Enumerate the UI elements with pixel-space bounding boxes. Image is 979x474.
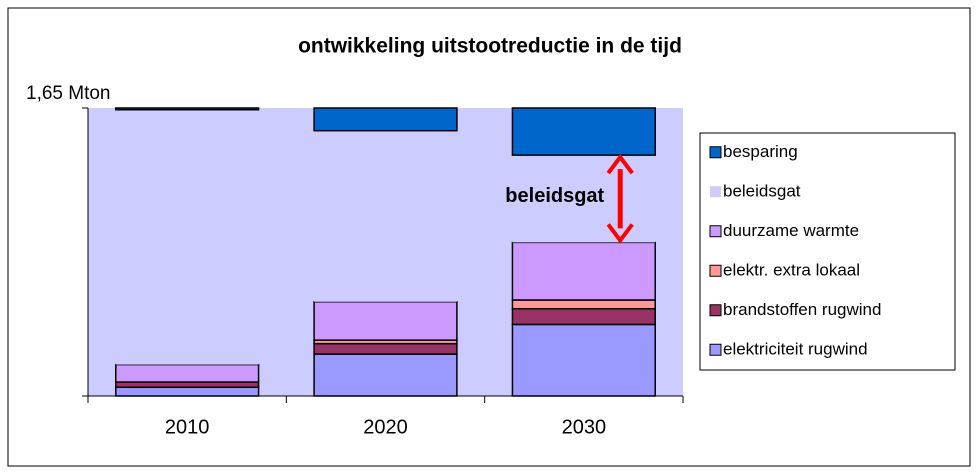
legend-label: brandstoffen rugwind	[723, 300, 881, 319]
legend-label: elektriciteit rugwind	[723, 340, 868, 359]
bar-segment	[511, 107, 656, 156]
arrow-head	[606, 223, 634, 244]
arrow-head	[606, 153, 634, 175]
annotation-label: beleidsgat	[505, 185, 604, 207]
bar-segment	[313, 300, 458, 341]
x-tick-label: 2020	[363, 416, 408, 438]
legend-swatch	[709, 225, 722, 238]
legend-box	[699, 132, 956, 371]
legend-swatch	[709, 264, 722, 277]
bar-segment	[511, 307, 656, 326]
legend-swatch	[709, 146, 722, 159]
bar-segment	[313, 107, 458, 132]
bar-segment	[313, 342, 458, 355]
bar-segment	[313, 353, 458, 397]
bar-segment	[511, 323, 656, 397]
chart-title: ontwikkeling uitstootreductie in de tijd	[298, 35, 682, 58]
legend-label: beleidsgat	[723, 182, 801, 201]
legend-label: besparing	[723, 142, 798, 161]
bar-segment	[115, 107, 260, 111]
bar-segment	[511, 299, 656, 310]
bar-segment	[314, 130, 457, 302]
bar-segment	[511, 241, 656, 301]
bar-segment	[115, 109, 259, 365]
bar-segment	[115, 386, 260, 397]
legend-swatch	[710, 186, 721, 198]
legend-label: elektr. extra lokaal	[723, 261, 860, 280]
y-tick-label: 1,65 Mton	[26, 83, 111, 104]
legend-label: duurzame warmte	[723, 221, 859, 240]
legend-swatch	[709, 343, 722, 356]
bar-segment	[115, 381, 260, 389]
bar-segment	[115, 363, 260, 383]
legend-swatch	[709, 304, 722, 317]
x-tick-label: 2030	[562, 416, 607, 438]
x-tick-label: 2010	[165, 416, 210, 438]
